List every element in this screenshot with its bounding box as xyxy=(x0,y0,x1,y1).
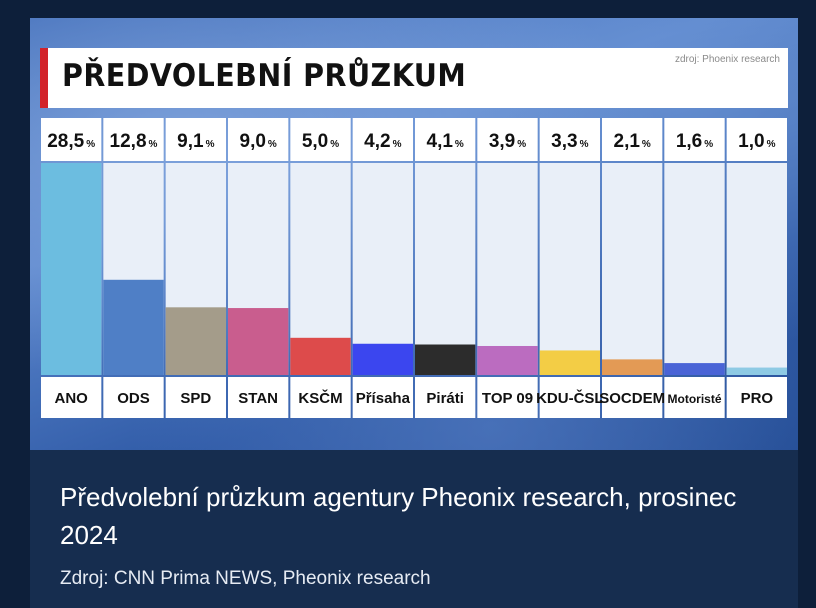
value-unit: % xyxy=(642,139,651,150)
value-unit: % xyxy=(704,139,713,150)
category-label-motoristé: Motoristé xyxy=(668,392,722,406)
value-unit: % xyxy=(149,139,158,150)
bar-piráti xyxy=(415,344,476,375)
value-unit: % xyxy=(86,139,95,150)
value-cell-motoristé xyxy=(664,118,725,161)
category-label-ano: ANO xyxy=(54,390,88,407)
value-unit: % xyxy=(767,139,776,150)
category-cell-top-09 xyxy=(477,377,538,418)
category-label-kdu-čsl: KDU-ČSL xyxy=(536,389,604,407)
bar-přísaha xyxy=(352,343,413,375)
category-cell-motoristé xyxy=(664,377,725,418)
bar-spd xyxy=(165,307,226,375)
category-cell-kdu-čsl xyxy=(539,377,600,418)
chart-source-note: zdroj: Phoenix research xyxy=(674,54,780,65)
bar-track-piráti xyxy=(415,163,476,375)
category-label-přísaha: Přísaha xyxy=(356,390,411,407)
value-cell-piráti xyxy=(415,118,476,161)
category-label-socdem: SOCDEM xyxy=(599,390,665,407)
category-cell-ods xyxy=(103,377,164,418)
category-label-spd: SPD xyxy=(180,390,211,407)
value-unit: % xyxy=(206,139,215,150)
category-label-stan: STAN xyxy=(238,390,278,407)
bar-track-motoristé xyxy=(664,163,725,375)
category-cell-socdem xyxy=(602,377,663,418)
bar-ksčm xyxy=(290,337,351,375)
value-unit: % xyxy=(455,139,464,150)
bar-track-top-09 xyxy=(477,163,538,375)
value-unit: % xyxy=(580,139,589,150)
value-cell-ksčm xyxy=(290,118,351,161)
category-cell-ksčm xyxy=(290,377,351,418)
bar-track-přísaha xyxy=(352,163,413,375)
category-cell-přísaha xyxy=(352,377,413,418)
value-unit: % xyxy=(268,139,277,150)
bar-ano xyxy=(41,163,102,375)
value-unit: % xyxy=(517,139,526,150)
bar-track-socdem xyxy=(602,163,663,375)
category-cell-stan xyxy=(228,377,289,418)
value-unit: % xyxy=(393,139,402,150)
bar-kdu-čsl xyxy=(539,350,600,375)
category-cell-pro xyxy=(726,377,787,418)
category-label-piráti: Piráti xyxy=(426,390,464,407)
chart-image[interactable]: PŘEDVOLEBNÍ PRŮZKUM zdroj: Phoenix resea… xyxy=(30,18,798,450)
value-cell-kdu-čsl xyxy=(539,118,600,161)
value-cell-přísaha xyxy=(352,118,413,161)
bar-socdem xyxy=(602,359,663,375)
value-cell-stan xyxy=(228,118,289,161)
chart-title-bar: PŘEDVOLEBNÍ PRŮZKUM zdroj: Phoenix resea… xyxy=(40,48,788,108)
value-cell-spd xyxy=(165,118,226,161)
category-label-ods: ODS xyxy=(117,390,150,407)
category-label-pro: PRO xyxy=(741,390,774,407)
category-cell-spd xyxy=(165,377,226,418)
value-cell-ano xyxy=(41,118,102,161)
value-cell-socdem xyxy=(602,118,663,161)
article-media-card: PŘEDVOLEBNÍ PRŮZKUM zdroj: Phoenix resea… xyxy=(30,18,798,608)
caption-area: Předvolební průzkum agentury Pheonix res… xyxy=(30,450,798,608)
value-unit: % xyxy=(330,139,339,150)
category-label-ksčm: KSČM xyxy=(298,389,342,407)
value-cell-top-09 xyxy=(477,118,538,161)
caption-source: Zdroj: CNN Prima NEWS, Pheonix research xyxy=(60,568,431,589)
bar-stan xyxy=(228,308,289,375)
title-accent-stripe xyxy=(40,48,48,108)
bar-top-09 xyxy=(477,345,538,375)
value-label-ano: 28,5% xyxy=(47,131,95,152)
bar-pro xyxy=(726,367,787,375)
category-label-top-09: TOP 09 xyxy=(482,390,533,407)
category-cell-ano xyxy=(41,377,102,418)
bar-track-pro xyxy=(726,163,787,375)
category-cell-piráti xyxy=(415,377,476,418)
caption-title: Předvolební průzkum agentury Pheonix res… xyxy=(60,482,737,550)
chart-title: PŘEDVOLEBNÍ PRŮZKUM xyxy=(62,58,467,94)
value-label-ods: 12,8% xyxy=(110,131,158,152)
bar-track-kdu-čsl xyxy=(539,163,600,375)
value-cell-pro xyxy=(726,118,787,161)
value-cell-ods xyxy=(103,118,164,161)
bar-motoristé xyxy=(664,363,725,375)
bar-ods xyxy=(103,279,164,375)
